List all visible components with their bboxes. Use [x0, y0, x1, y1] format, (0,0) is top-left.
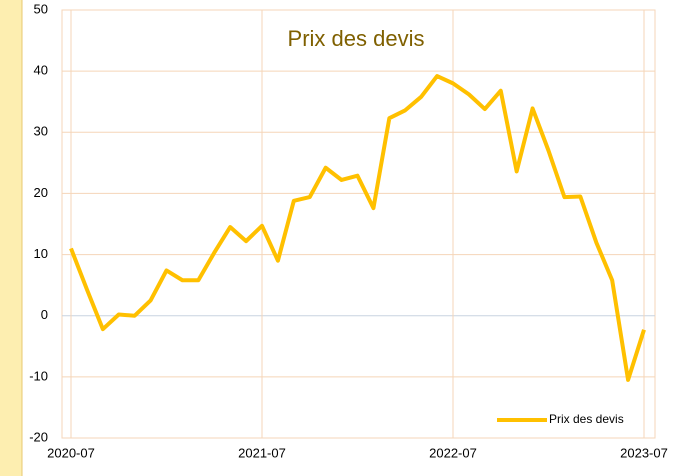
x-tick-label: 2022-07 [429, 445, 477, 460]
y-tick-label: -10 [29, 368, 48, 383]
y-tick-label: 30 [34, 124, 48, 139]
legend-label: Prix des devis [549, 412, 624, 426]
x-tick-label: 2020-07 [47, 445, 95, 460]
x-tick-label: 2023-07 [620, 445, 668, 460]
y-tick-label: 40 [34, 63, 48, 78]
side-strip [0, 0, 22, 476]
line [69, 74, 646, 382]
y-tick-label: -20 [29, 429, 48, 444]
y-tick-label: 0 [41, 307, 48, 322]
chart-title: Prix des devis [288, 26, 425, 51]
y-tick-label: 10 [34, 246, 48, 261]
y-tick-label: 50 [34, 1, 48, 16]
plot-area [61, 9, 656, 439]
y-tick-label: 20 [34, 185, 48, 200]
x-tick-label: 2021-07 [238, 445, 286, 460]
